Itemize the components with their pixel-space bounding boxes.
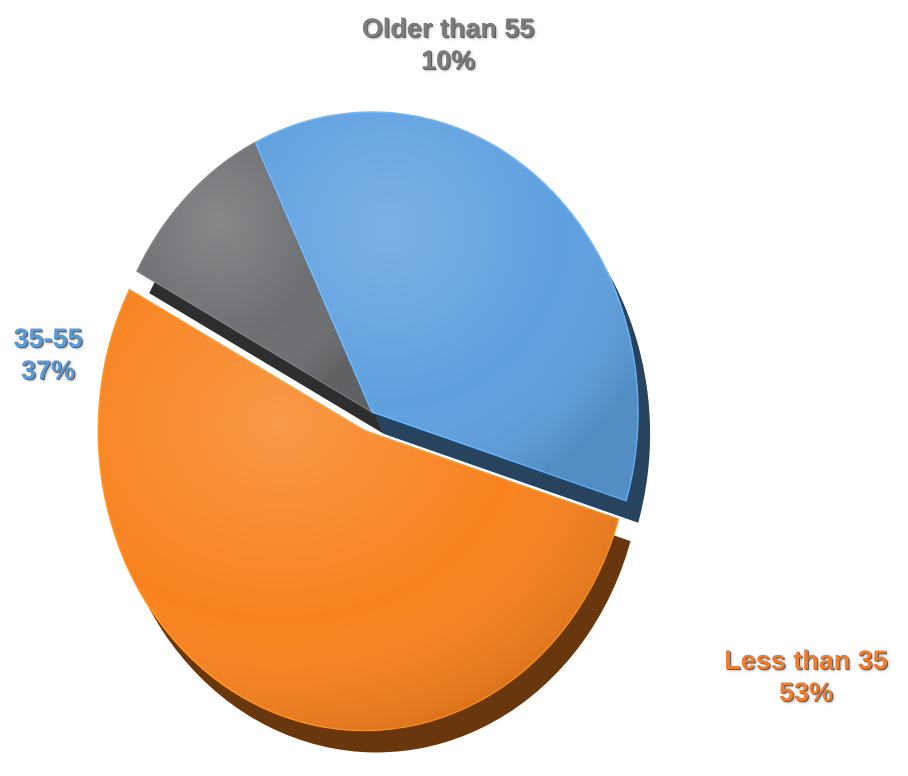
slice-label-35-55: 35-55 37% <box>13 322 82 386</box>
slice-tops <box>97 111 639 732</box>
slice-label-35-55-name: 35-55 <box>13 323 83 353</box>
pie-slice-highlight-less <box>98 289 619 731</box>
slice-label-less-than-35-name: Less than 35 <box>724 645 888 675</box>
slice-label-35-55-value: 37% <box>20 355 76 385</box>
pie-slice-highlight-mid <box>255 111 639 501</box>
slice-label-older-than-55-name: Older than 55 <box>361 13 535 43</box>
slice-label-less-than-35: Less than 35 53% <box>724 644 888 708</box>
slice-label-older-than-55-value: 10% <box>420 45 476 75</box>
slice-label-older-than-55: Older than 55 10% <box>362 12 535 76</box>
pie-slice-highlight-older <box>137 142 372 412</box>
slice-label-less-than-35-value: 53% <box>778 677 834 707</box>
